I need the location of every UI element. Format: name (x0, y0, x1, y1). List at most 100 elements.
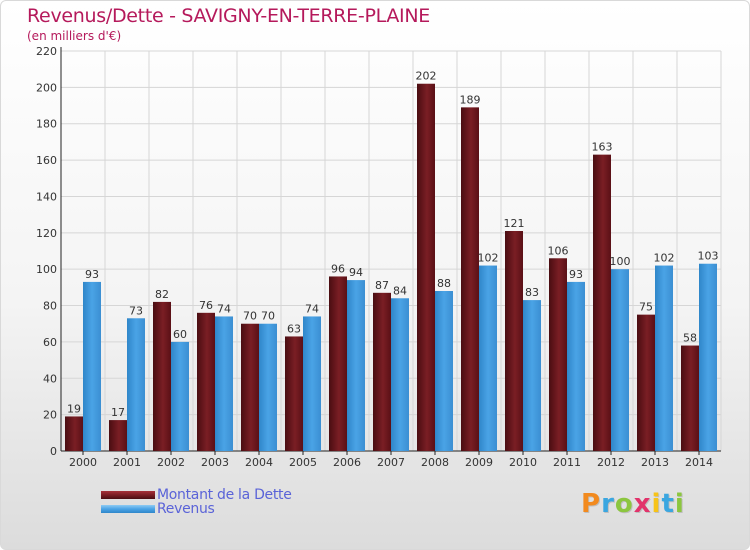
bar-dette-2003 (197, 312, 215, 451)
value-label-revenus-2000: 93 (85, 268, 99, 281)
value-label-dette-2005: 63 (287, 322, 301, 335)
value-label-revenus-2011: 93 (569, 268, 583, 281)
y-tick-label: 200 (36, 81, 57, 94)
bar-revenus-2005 (303, 316, 321, 451)
value-label-dette-2011: 106 (548, 244, 569, 257)
y-tick-label: 120 (36, 227, 57, 240)
bar-dette-2007 (373, 292, 391, 451)
x-tick-label-2002: 2002 (157, 456, 185, 469)
value-label-dette-2001: 17 (111, 406, 125, 419)
value-label-revenus-2010: 83 (525, 286, 539, 299)
y-tick-label: 60 (43, 336, 57, 349)
value-label-dette-2002: 82 (155, 288, 169, 301)
value-label-dette-2007: 87 (375, 279, 389, 292)
legend-item-dette: Montant de la Dette (101, 487, 292, 503)
value-label-revenus-2004: 70 (261, 310, 275, 323)
legend-swatch-dette (101, 491, 155, 499)
x-tick-label-2003: 2003 (201, 456, 229, 469)
value-label-dette-2004: 70 (243, 310, 257, 323)
bar-revenus-2006 (347, 280, 365, 451)
bar-dette-2011 (549, 258, 567, 451)
bar-dette-2014 (681, 345, 699, 451)
value-label-revenus-2005: 74 (305, 302, 319, 315)
value-label-dette-2012: 163 (592, 141, 613, 154)
bar-revenus-2010 (523, 300, 541, 451)
bar-dette-2000 (65, 416, 83, 451)
bar-dette-2009 (461, 107, 479, 451)
value-label-dette-2006: 96 (331, 262, 345, 275)
x-tick-label-2006: 2006 (333, 456, 361, 469)
y-tick-label: 100 (36, 263, 57, 276)
y-tick-label: 40 (43, 372, 57, 385)
bar-revenus-2007 (391, 298, 409, 451)
bar-revenus-2001 (127, 318, 145, 451)
proxiti-logo-letter: r (601, 489, 615, 519)
legend-label-revenus: Revenus (157, 501, 215, 517)
legend-swatch-revenus (101, 505, 155, 513)
proxiti-logo-letter: i (651, 489, 662, 519)
x-tick-label-2005: 2005 (289, 456, 317, 469)
bar-dette-2001 (109, 420, 127, 451)
y-tick-label: 80 (43, 300, 57, 313)
bar-revenus-2008 (435, 291, 453, 451)
chart-subtitle: (en milliers d'€) (27, 29, 122, 43)
proxiti-logo: Proxiti (581, 489, 685, 519)
bar-revenus-2014 (699, 263, 717, 451)
value-label-dette-2003: 76 (199, 299, 213, 312)
value-label-revenus-2013: 102 (654, 252, 675, 265)
value-label-revenus-2007: 84 (393, 284, 407, 297)
bar-revenus-2012 (611, 269, 629, 451)
value-label-revenus-2001: 73 (129, 304, 143, 317)
proxiti-logo-letter: t (661, 489, 675, 519)
bar-revenus-2003 (215, 316, 233, 451)
value-label-dette-2000: 19 (67, 402, 81, 415)
y-tick-label: 140 (36, 190, 57, 203)
x-tick-label-2004: 2004 (245, 456, 273, 469)
bar-dette-2005 (285, 336, 303, 451)
y-tick-label: 160 (36, 154, 57, 167)
value-label-revenus-2006: 94 (349, 266, 363, 279)
bar-dette-2010 (505, 231, 523, 451)
value-label-dette-2010: 121 (504, 217, 525, 230)
bar-revenus-2013 (655, 265, 673, 451)
value-label-dette-2013: 75 (639, 301, 653, 314)
value-label-revenus-2012: 100 (610, 255, 631, 268)
x-tick-label-2012: 2012 (597, 456, 625, 469)
x-tick-label-2001: 2001 (113, 456, 141, 469)
value-label-dette-2009: 189 (460, 93, 481, 106)
value-label-revenus-2003: 74 (217, 302, 231, 315)
bar-revenus-2000 (83, 281, 101, 451)
y-tick-label: 220 (36, 45, 57, 58)
bar-dette-2006 (329, 276, 347, 451)
x-tick-label-2013: 2013 (641, 456, 669, 469)
bar-dette-2002 (153, 301, 171, 451)
x-tick-label-2010: 2010 (509, 456, 537, 469)
proxiti-logo-letter: P (581, 489, 602, 519)
x-tick-label-2007: 2007 (377, 456, 405, 469)
bar-dette-2004 (241, 323, 259, 451)
value-label-revenus-2008: 88 (437, 277, 451, 290)
bar-revenus-2011 (567, 281, 585, 451)
legend-item-revenus: Revenus (101, 501, 215, 517)
x-tick-label-2014: 2014 (685, 456, 713, 469)
value-label-revenus-2009: 102 (478, 252, 499, 265)
x-tick-label-2011: 2011 (553, 456, 581, 469)
proxiti-logo-letter: x (633, 489, 652, 519)
value-label-revenus-2014: 103 (698, 250, 719, 263)
y-tick-label: 0 (50, 445, 57, 458)
value-label-dette-2008: 202 (416, 70, 437, 83)
proxiti-logo-letter: o (614, 489, 634, 519)
bar-dette-2013 (637, 314, 655, 451)
chart-title: Revenus/Dette - SAVIGNY-EN-TERRE-PLAINE (27, 5, 430, 27)
bar-revenus-2002 (171, 341, 189, 451)
x-tick-label-2008: 2008 (421, 456, 449, 469)
value-label-revenus-2002: 60 (173, 328, 187, 341)
value-label-dette-2014: 58 (683, 332, 697, 345)
y-tick-label: 180 (36, 118, 57, 131)
y-tick-label: 20 (43, 409, 57, 422)
x-tick-label-2000: 2000 (69, 456, 97, 469)
bar-dette-2008 (417, 83, 435, 452)
legend-label-dette: Montant de la Dette (157, 487, 292, 503)
